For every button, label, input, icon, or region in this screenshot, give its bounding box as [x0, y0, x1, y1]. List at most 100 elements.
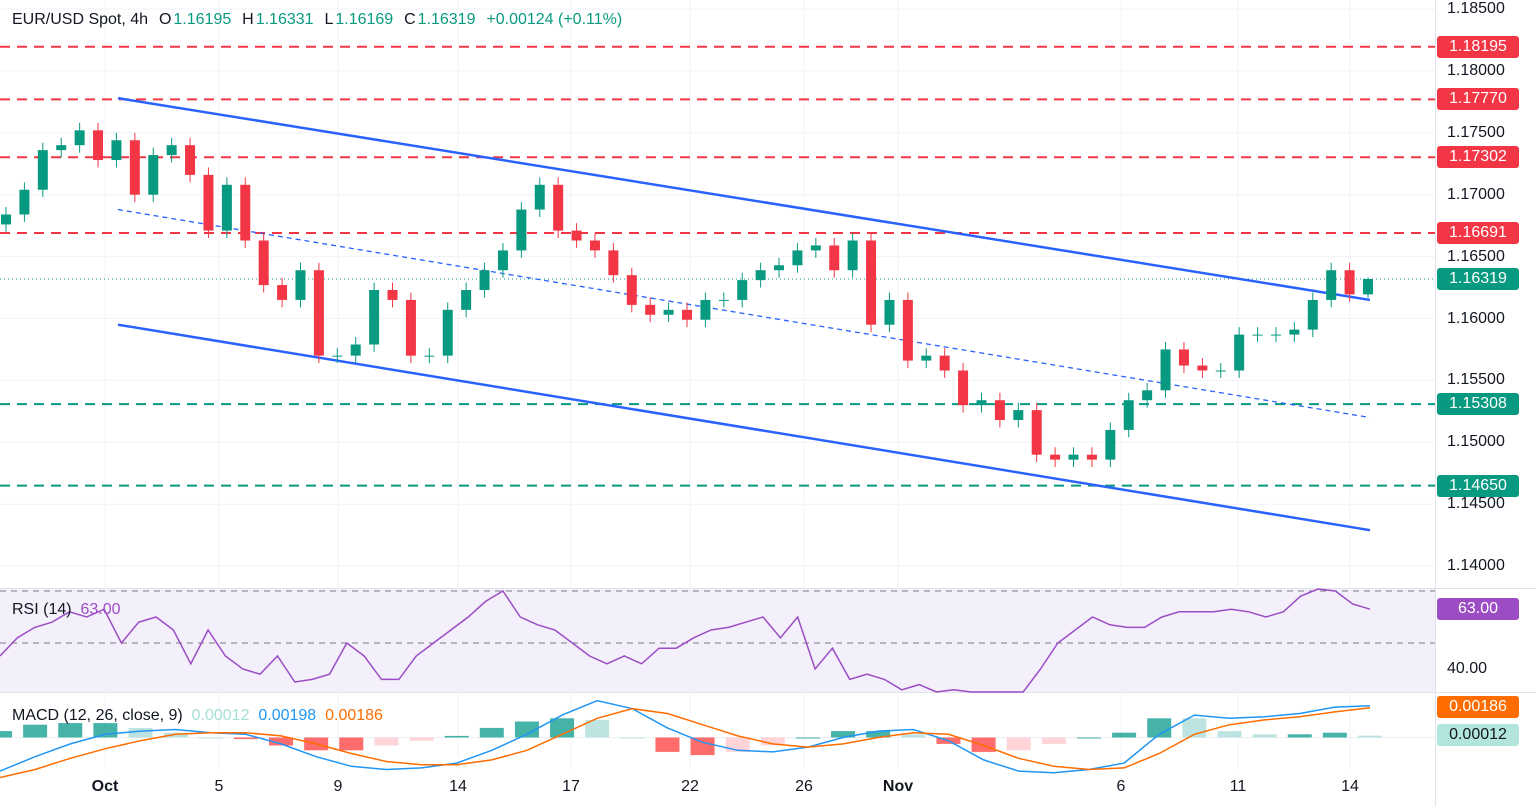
macd-histogram-bar — [1147, 718, 1172, 738]
candle-body — [1289, 329, 1300, 335]
macd-signal-badge: 0.00186 — [1437, 696, 1519, 718]
candle-body — [718, 299, 729, 301]
candle-body — [1, 214, 11, 225]
macd-histogram-bar — [760, 737, 785, 746]
candle-body — [56, 145, 67, 151]
macd-histogram-bar — [866, 731, 891, 738]
y-tick-label: 1.15500 — [1447, 371, 1505, 389]
change-value: +0.00124 (+0.11%) — [486, 11, 623, 28]
close-value: 1.16319 — [417, 11, 476, 28]
macd-histogram-bar — [339, 737, 364, 751]
macd-histogram-bar — [1217, 731, 1242, 738]
candle-body — [700, 299, 711, 320]
channel-trendline — [117, 96, 1371, 302]
candle-body — [93, 130, 104, 161]
candle-body — [1142, 390, 1153, 401]
candle-body — [810, 245, 821, 251]
macd-histogram-bar — [1287, 734, 1312, 738]
candle-body — [1234, 334, 1245, 371]
macd-histogram-bar — [831, 731, 856, 738]
level-badge: 1.17302 — [1437, 146, 1519, 169]
x-tick-label: 5 — [214, 778, 224, 795]
macd-histogram-bar — [233, 737, 258, 740]
macd-signal-line — [0, 706, 1371, 779]
candle-body — [792, 250, 803, 266]
x-tick-label: Oct — [91, 778, 119, 795]
rsi-band-background — [0, 589, 1435, 692]
candle-body — [185, 145, 196, 175]
macd-line — [0, 699, 1371, 774]
macd-histogram-bar — [1358, 735, 1382, 738]
x-tick-label: Nov — [882, 778, 914, 795]
candle-body — [976, 400, 987, 406]
candle-body — [755, 270, 766, 281]
macd-histogram-bar — [550, 718, 575, 738]
macd-hist-value: 0.00012 — [191, 707, 250, 724]
candle-body — [240, 184, 251, 241]
candle-body — [461, 290, 472, 310]
candle-body — [589, 240, 600, 251]
x-tick-label: 9 — [333, 778, 343, 795]
y-tick-label: 1.16500 — [1447, 247, 1505, 265]
candle-body — [295, 270, 306, 300]
macd-hist-badge: 0.00012 — [1437, 724, 1519, 746]
candle-body — [148, 155, 159, 195]
macd-name: MACD (12, 26, close, 9) — [12, 707, 183, 724]
macd-histogram-bar — [1041, 737, 1066, 744]
high-label: H — [242, 11, 254, 28]
candle-body — [774, 265, 785, 271]
candle-body — [958, 370, 969, 406]
current-price-badge: 1.16319 — [1437, 268, 1519, 290]
candle-body — [1160, 349, 1171, 391]
candle-body — [829, 245, 840, 271]
candle-body — [682, 309, 692, 320]
candle-body — [1031, 410, 1042, 455]
candle-body — [921, 355, 932, 361]
macd-line-value: 0.00198 — [258, 707, 317, 724]
y-tick-label: 1.14500 — [1447, 495, 1505, 513]
candle-body — [424, 355, 435, 357]
macd-histogram-bar — [795, 737, 820, 739]
candle-body — [884, 299, 895, 325]
x-tick-label: 14 — [1341, 778, 1359, 795]
candle-body — [332, 355, 343, 357]
candle-body — [258, 240, 269, 286]
macd-signal-value: 0.00186 — [325, 707, 383, 724]
macd-histogram-bar — [1322, 732, 1347, 738]
low-value: 1.16169 — [335, 11, 394, 28]
level-badge: 1.14650 — [1437, 474, 1519, 497]
candle-body — [350, 344, 361, 356]
macd-histogram-bar — [971, 737, 996, 752]
candle-body — [74, 130, 85, 146]
candle-body — [1178, 349, 1189, 366]
macd-histogram-bar — [374, 737, 399, 746]
macd-histogram-bar — [1006, 737, 1031, 751]
macd-histogram-bar — [690, 737, 715, 756]
macd-histogram-bar — [514, 721, 539, 738]
macd-legend: MACD (12, 26, close, 9) 0.00012 0.00198 … — [12, 707, 383, 725]
candle-body — [645, 304, 656, 315]
candle-body — [479, 270, 490, 291]
candle-body — [1013, 410, 1024, 421]
macd-histogram-bar — [198, 737, 223, 739]
candle-body — [387, 290, 398, 300]
rsi-line — [0, 588, 1371, 693]
candle-body — [442, 309, 453, 356]
candle-body — [19, 189, 30, 215]
macd-histogram-bar — [269, 737, 294, 746]
candle-body — [737, 280, 748, 300]
symbol-legend: EUR/USD Spot, 4h O 1.16195 H 1.16331 L 1.16… — [12, 11, 624, 29]
x-tick-label: 17 — [562, 778, 580, 795]
candle-body — [847, 240, 858, 271]
macd-histogram-bar — [0, 731, 12, 738]
low-label: L — [324, 11, 334, 28]
candle-body — [405, 299, 416, 356]
rsi-name: RSI (14) — [12, 601, 72, 618]
macd-histogram-bar — [444, 735, 469, 738]
candle-body — [221, 184, 232, 231]
close-label: C — [404, 11, 416, 28]
level-badge: 1.16691 — [1437, 221, 1519, 244]
candle-body — [313, 270, 324, 356]
x-tick-label: 11 — [1229, 778, 1247, 795]
